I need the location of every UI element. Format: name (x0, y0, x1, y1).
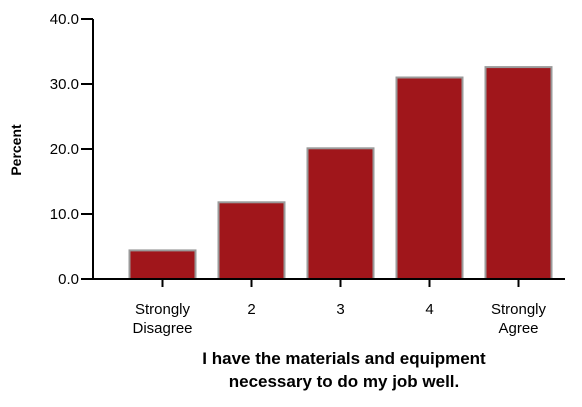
x-tick-label: Strongly Agree (491, 301, 547, 337)
x-tick-label: 3 (336, 301, 344, 318)
bar (395, 76, 464, 280)
bar (484, 66, 553, 280)
y-tick-label: 10.0 (50, 206, 79, 223)
y-tick-label: 30.0 (50, 76, 79, 93)
x-tick-label: 2 (247, 301, 255, 318)
y-axis-title: Percent (8, 124, 24, 176)
x-tick-label: Strongly Disagree (132, 301, 192, 337)
bar (306, 147, 375, 280)
x-tick-label: 4 (425, 301, 433, 318)
y-tick-label: 0.0 (58, 271, 79, 288)
y-tick-label: 20.0 (50, 141, 79, 158)
bar (217, 201, 286, 280)
x-axis-title: I have the materials and equipment necess… (202, 349, 486, 391)
y-tick-label: 40.0 (50, 11, 79, 28)
bar (128, 249, 197, 280)
